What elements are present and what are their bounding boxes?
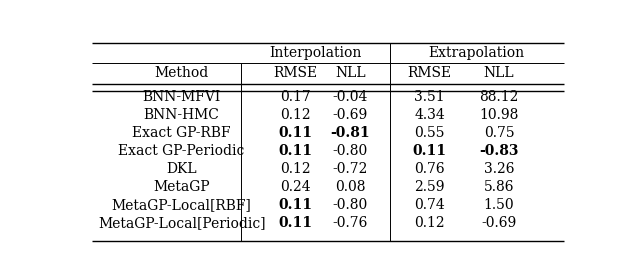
- Text: 0.11: 0.11: [279, 126, 313, 140]
- Text: 3.26: 3.26: [484, 162, 515, 176]
- Text: -0.83: -0.83: [479, 144, 519, 158]
- Text: RMSE: RMSE: [408, 67, 452, 81]
- Text: Method: Method: [154, 67, 209, 81]
- Text: MetaGP: MetaGP: [154, 180, 210, 194]
- Text: -0.04: -0.04: [333, 90, 368, 104]
- Text: 0.75: 0.75: [484, 126, 515, 140]
- Text: -0.80: -0.80: [333, 144, 368, 158]
- Text: 0.12: 0.12: [280, 162, 311, 176]
- Text: 0.11: 0.11: [279, 216, 313, 230]
- Text: -0.80: -0.80: [333, 198, 368, 212]
- Text: 0.11: 0.11: [279, 198, 313, 212]
- Text: MetaGP-Local[RBF]: MetaGP-Local[RBF]: [112, 198, 252, 212]
- Text: Interpolation: Interpolation: [269, 46, 362, 60]
- Text: -0.69: -0.69: [481, 216, 516, 230]
- Text: 0.08: 0.08: [335, 180, 365, 194]
- Text: 0.17: 0.17: [280, 90, 311, 104]
- Text: 0.24: 0.24: [280, 180, 311, 194]
- Text: -0.76: -0.76: [333, 216, 368, 230]
- Text: -0.72: -0.72: [333, 162, 368, 176]
- Text: 1.50: 1.50: [484, 198, 515, 212]
- Text: Exact GP-RBF: Exact GP-RBF: [132, 126, 231, 140]
- Text: RMSE: RMSE: [274, 67, 318, 81]
- Text: -0.69: -0.69: [333, 108, 368, 122]
- Text: 0.12: 0.12: [414, 216, 445, 230]
- Text: NLL: NLL: [484, 67, 515, 81]
- Text: NLL: NLL: [335, 67, 365, 81]
- Text: MetaGP-Local[Periodic]: MetaGP-Local[Periodic]: [98, 216, 266, 230]
- Text: 88.12: 88.12: [479, 90, 519, 104]
- Text: Extrapolation: Extrapolation: [429, 46, 525, 60]
- Text: DKL: DKL: [166, 162, 197, 176]
- Text: 2.59: 2.59: [415, 180, 445, 194]
- Text: 4.34: 4.34: [414, 108, 445, 122]
- Text: Exact GP-Periodic: Exact GP-Periodic: [118, 144, 245, 158]
- Text: 0.55: 0.55: [415, 126, 445, 140]
- Text: 0.12: 0.12: [280, 108, 311, 122]
- Text: BNN-HMC: BNN-HMC: [144, 108, 220, 122]
- Text: 0.76: 0.76: [414, 162, 445, 176]
- Text: 0.11: 0.11: [279, 144, 313, 158]
- Text: 10.98: 10.98: [479, 108, 519, 122]
- Text: 3.51: 3.51: [414, 90, 445, 104]
- Text: BNN-MFVI: BNN-MFVI: [143, 90, 221, 104]
- Text: -0.81: -0.81: [330, 126, 370, 140]
- Text: 0.11: 0.11: [413, 144, 447, 158]
- Text: 0.74: 0.74: [414, 198, 445, 212]
- Text: 5.86: 5.86: [484, 180, 515, 194]
